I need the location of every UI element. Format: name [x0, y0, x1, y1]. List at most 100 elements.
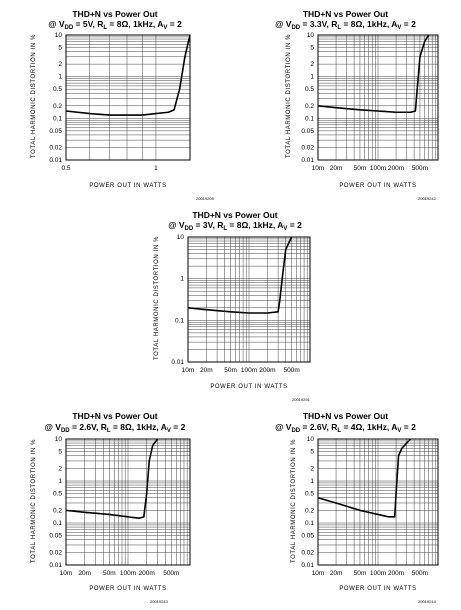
plot-frame [65, 438, 191, 566]
chart-subtitle: @ VDD = 2.6V, RL = 4Ω, 1kHz, AV = 2 [275, 422, 416, 434]
y-tick-label: 0.02 [301, 549, 314, 556]
y-tick-label: 2 [58, 61, 62, 68]
y-tick-label: 0.5 [53, 491, 62, 498]
x-tick-label: 50m [224, 367, 237, 374]
x-tick-label: 100m [241, 367, 257, 374]
y-tick-label: 2 [310, 465, 314, 472]
series-line [65, 34, 191, 116]
y-tick-label: 0.02 [49, 144, 62, 151]
y-tick-label: 0.01 [171, 359, 184, 366]
y-tick-label: 10 [55, 32, 63, 39]
y-tick-label: 5 [310, 45, 314, 52]
y-tick-label: 0.01 [301, 562, 314, 569]
y-tick-label: 1 [58, 74, 62, 81]
plot-frame [317, 438, 439, 566]
x-tick-label: 200m [388, 570, 404, 577]
y-tick-label: 0.5 [305, 86, 314, 93]
x-tick-label: 200m [388, 165, 404, 172]
x-tick-label: 50m [103, 570, 116, 577]
x-tick-label: 20m [78, 570, 91, 577]
x-tick-label: 20m [330, 165, 343, 172]
x-axis-label: POWER OUT IN WATTS [210, 384, 288, 390]
chart-title: THD+N vs Power Out [302, 411, 389, 421]
y-tick-label: 0.1 [175, 317, 184, 324]
x-axis-label: POWER OUT IN WATTS [89, 586, 167, 592]
y-tick-label: 2 [58, 465, 62, 472]
y-tick-label: 5 [310, 449, 314, 456]
plot-frame [317, 34, 439, 161]
x-tick-label: 100m [120, 570, 136, 577]
series-line [317, 34, 430, 114]
y-tick-label: 0.02 [301, 144, 314, 151]
y-tick-label: 0.5 [53, 86, 62, 93]
x-tick-label: 500m [412, 165, 428, 172]
figure-code: 20019291 [292, 397, 310, 402]
x-tick-label: 200m [139, 570, 155, 577]
y-tick-label: 0.1 [53, 520, 62, 527]
x-axis-label: POWER OUT IN WATTS [339, 183, 417, 189]
x-tick-label: 20m [200, 367, 213, 374]
y-tick-label: 0.2 [53, 103, 62, 110]
x-tick-label: 0.5 [61, 165, 70, 172]
chart-title: THD+N vs Power Out [72, 9, 158, 19]
y-tick-label: 1 [310, 478, 314, 485]
y-tick-label: 0.1 [305, 115, 314, 122]
y-tick-label: 5 [58, 449, 62, 456]
chart-3v-8ohm: THD+N vs Power Out @ VDD = 3V, RL = 8Ω, … [120, 205, 350, 405]
y-tick-label: 0.1 [305, 520, 314, 527]
x-tick-label: 200m [259, 367, 275, 374]
chart-5v-8ohm: THD+N vs Power Out @ VDD = 5V, RL = 8Ω, … [0, 0, 230, 205]
x-axis-label: POWER OUT IN WATTS [339, 586, 417, 592]
series-line [187, 236, 293, 314]
chart-subtitle: @ VDD = 2.6V, RL = 8Ω, 1kHz, AV = 2 [44, 422, 186, 434]
y-tick-label: 0.1 [53, 115, 62, 122]
plot-area: 0.01 0.02 0.05 0.1 0.2 0.5 1 2 5 10 10m 20m 50m 100m 2… [49, 436, 191, 577]
series-line [65, 438, 159, 520]
y-tick-label: 0.01 [49, 562, 62, 569]
y-tick-label: 10 [55, 436, 63, 443]
x-tick-label: 100m [370, 165, 386, 172]
x-axis-label: POWER OUT IN WATTS [89, 183, 167, 189]
y-tick-label: 0.05 [49, 533, 62, 540]
chart-title: THD+N vs Power Out [192, 210, 278, 220]
x-tick-label: 10m [312, 165, 325, 172]
y-tick-label: 0.2 [305, 103, 314, 110]
chart-2v6-8ohm: THD+N vs Power Out @ VDD = 2.6V, RL = 8Ω… [0, 405, 230, 610]
y-tick-label: 0.01 [301, 157, 314, 164]
y-tick-label: 0.2 [305, 507, 314, 514]
x-tick-label: 500m [163, 570, 179, 577]
plot-area: 0.01 0.02 0.05 0.1 0.2 0.5 1 2 5 10 10m 20m 50m 100m 2… [301, 32, 439, 172]
x-tick-label: 500m [284, 367, 300, 374]
y-tick-label: 0.05 [49, 128, 62, 135]
y-tick-label: 0.05 [301, 128, 314, 135]
figure-code: 20019243 [150, 599, 168, 604]
chart-3v3-8ohm: THD+N vs Power Out @ VDD = 3.3V, RL = 8Ω… [230, 0, 461, 205]
x-tick-label: 50m [354, 570, 367, 577]
y-tick-label: 10 [307, 32, 315, 39]
y-tick-label: 2 [310, 61, 314, 68]
x-tick-label: 10m [60, 570, 73, 577]
plot-frame [65, 34, 191, 161]
y-tick-label: 1 [58, 478, 62, 485]
y-tick-label: 0.02 [49, 549, 62, 556]
x-tick-label: 1 [154, 165, 158, 172]
chart-subtitle: @ VDD = 3V, RL = 8Ω, 1kHz, AV = 2 [168, 220, 302, 232]
figure-code: 20019242 [418, 196, 436, 201]
x-tick-label: 50m [354, 165, 367, 172]
y-tick-label: 10 [177, 234, 185, 241]
y-tick-label: 0.2 [53, 507, 62, 514]
y-tick-label: 0.5 [305, 491, 314, 498]
y-tick-label: 0.01 [49, 157, 62, 164]
chart-title: THD+N vs Power Out [302, 9, 389, 19]
x-tick-label: 10m [182, 367, 195, 374]
chart-2v6-4ohm: THD+N vs Power Out @ VDD = 2.6V, RL = 4Ω… [230, 405, 461, 610]
plot-area: 0.01 0.02 0.05 0.1 0.2 0.5 1 2 5 10 0.5 1 [49, 32, 191, 172]
chart-title: THD+N vs Power Out [72, 411, 158, 421]
chart-subtitle: @ VDD = 3.3V, RL = 8Ω, 1kHz, AV = 2 [275, 19, 416, 31]
y-tick-label: 1 [180, 276, 184, 283]
plot-area: 0.01 0.1 1 10 10m 20m 50m 100m 200m 500m [171, 234, 311, 374]
y-tick-label: 0.05 [301, 533, 314, 540]
y-tick-label: 1 [310, 74, 314, 81]
x-tick-label: 100m [370, 570, 386, 577]
